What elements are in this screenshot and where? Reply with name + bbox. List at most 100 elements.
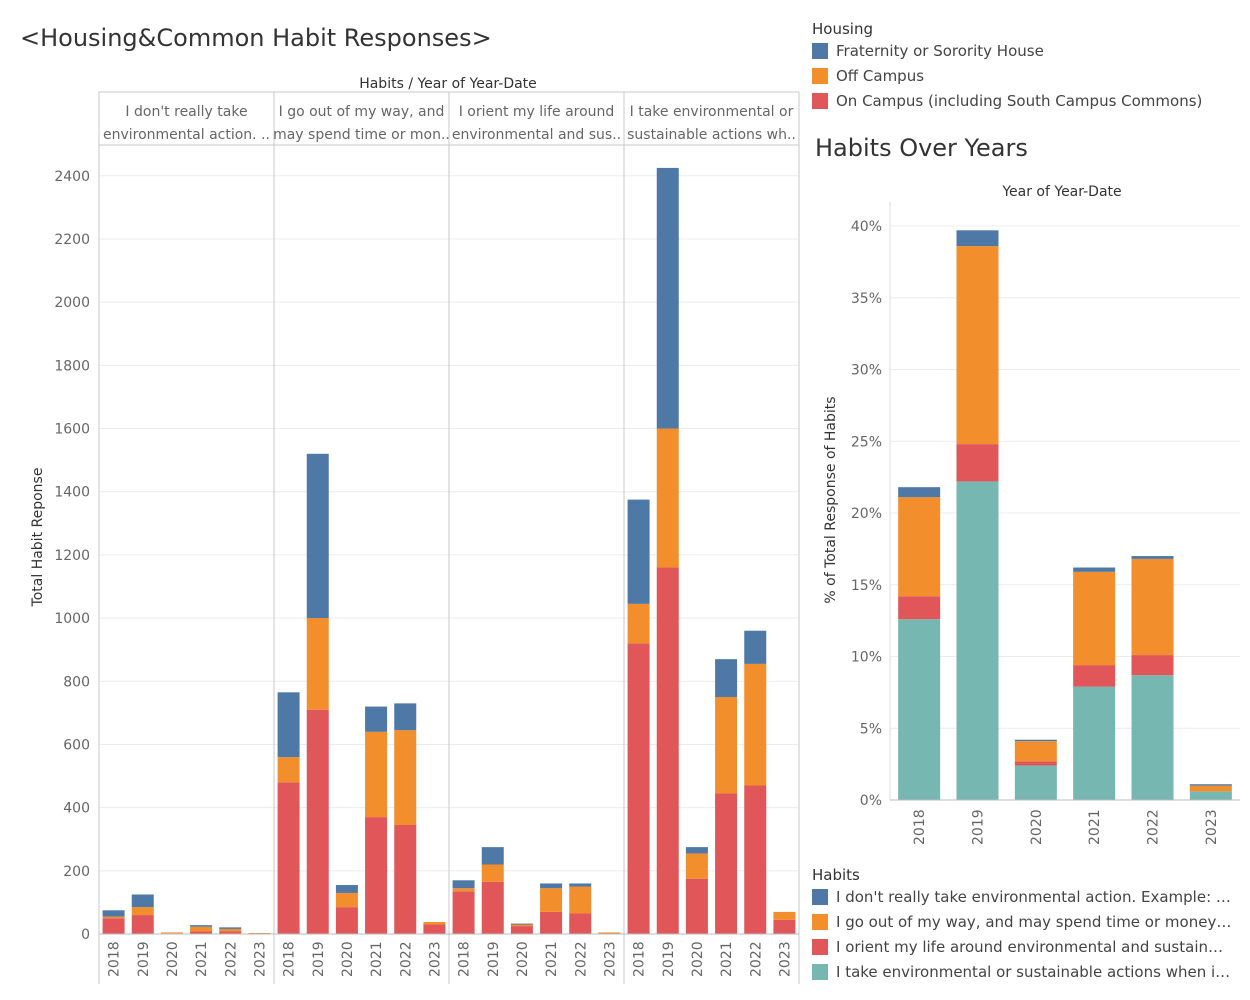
y-tick-label: 1200 [54,548,90,564]
bar-segment [656,428,679,568]
bar-segment [569,913,592,934]
bar-segment [715,793,738,934]
bar-segment [685,878,708,934]
legend-item-habit-convenient[interactable]: I take environmental or sustainable acti… [812,961,1234,983]
bar-segment [744,663,767,786]
housing-legend[interactable]: Housing Fraternity or Sorority House Off… [812,20,1242,120]
bar-segment [510,926,533,934]
bar-segment [306,618,329,710]
on-campus-swatch [812,93,828,109]
fraternity-swatch [812,43,828,59]
legend-item-habit-orient-life[interactable]: I orient my life around environmental an… [812,936,1234,958]
bar-segment [131,915,154,934]
bar-segment [1189,791,1232,800]
x-tick-label: 2021 [1087,809,1103,845]
bar-segment [956,230,999,247]
habit-orient-life-swatch [812,939,828,955]
bar-segment [131,907,154,916]
bar-segment [627,643,650,934]
x-tick-label: 2020 [1029,809,1045,845]
bar-segment [956,481,999,800]
y-tick-label: 1000 [54,611,90,627]
legend-label: Off Campus [836,67,925,85]
legend-item-habit-no-action[interactable]: I don't really take environmental action… [812,886,1234,908]
bar-segment [102,910,125,917]
y-axis-label: Total Habit Reponse [30,468,46,608]
bar-segment [306,453,329,619]
bar-segment [365,817,388,934]
x-tick-label: 2020 [515,941,531,977]
bar-segment [1014,761,1057,766]
bar-segment [1014,739,1057,742]
bar-segment [1014,741,1057,762]
facet-header: Habits / Year of Year-Date [359,76,537,92]
habits-over-years-chart: Year of Year-Date 0% 5% 10% 15% 20% 25% 30% 35% 4… [823,184,1240,845]
y-tick-label: 40% [851,219,882,235]
legend-item-off-campus[interactable]: Off Campus [812,65,924,87]
y-tick-label: 25% [851,434,882,450]
facet-label: environmental action. .. [103,127,270,143]
bar-segment [102,918,125,934]
bar-segment [510,924,533,927]
bar-segment [1073,665,1116,687]
x-tick-label: 2020 [340,941,356,977]
legend-item-habit-go-out-of-way[interactable]: I go out of my way, and may spend time o… [812,911,1234,933]
bar-segment [540,883,563,889]
legend-item-on-campus[interactable]: On Campus (including South Campus Common… [812,90,1202,112]
x-tick-label: 2020 [690,941,706,977]
bar-segment [423,924,446,934]
side-chart-title: Habits Over Years [815,134,1028,162]
bar-segment [365,731,388,818]
bar-segment [1131,675,1174,800]
x-tick-label: 2021 [544,941,560,977]
bar-segment [598,932,621,934]
x-tick-label: 2023 [252,941,268,977]
x-tick-label: 2021 [369,941,385,977]
bar-segment [335,892,358,908]
off-campus-swatch [812,68,828,84]
x-tick-label: 2019 [311,941,327,977]
facet-label: I take environmental or [630,104,794,120]
bar-segment [744,630,767,664]
facet-header-cell [623,91,800,146]
housing-legend-title: Housing [812,20,873,38]
bar-segment [219,927,242,929]
x-tick-label: 2023 [1204,809,1220,845]
bar-segment [219,928,242,932]
bar-segment [1189,785,1232,792]
bar-segment [190,925,213,927]
bar-segment [773,911,796,920]
facet-label: I go out of my way, and [279,104,445,120]
bar-segment [1131,655,1174,676]
facet-label: environmental and sus.. [452,127,621,143]
legend-label: On Campus (including South Campus Common… [836,92,1203,110]
x-axis-title: Year of Year-Date [1001,184,1121,200]
bar-segment [1131,558,1174,656]
bar-segment [394,730,417,826]
habits-legend[interactable]: Habits I don't really take environmental… [812,866,1242,996]
bar-segment [277,692,300,758]
bar-segment [277,757,300,783]
bar-segment [715,659,738,698]
bar-segment [744,785,767,934]
legend-item-fraternity[interactable]: Fraternity or Sorority House [812,40,1044,62]
x-tick-label: 2022 [223,941,239,977]
bar-segment [685,847,708,854]
legend-label: I take environmental or sustainable acti… [836,963,1232,981]
bar-segment [481,847,504,865]
habit-convenient-swatch [812,964,828,980]
bar-segment [715,697,738,794]
x-tick-label: 2019 [486,941,502,977]
y-tick-label: 20% [851,506,882,522]
x-tick-label: 2020 [165,941,181,977]
x-tick-label: 2019 [661,941,677,977]
y-tick-label: 10% [851,650,882,666]
bar-segment [1073,686,1116,800]
x-tick-label: 2022 [398,941,414,977]
x-tick-label: 2023 [602,941,618,977]
bar-segment [1131,556,1174,559]
habit-go-out-of-way-swatch [812,914,828,930]
bar-segment [685,853,708,879]
bar-segment [569,886,592,914]
bar-segment [335,907,358,934]
